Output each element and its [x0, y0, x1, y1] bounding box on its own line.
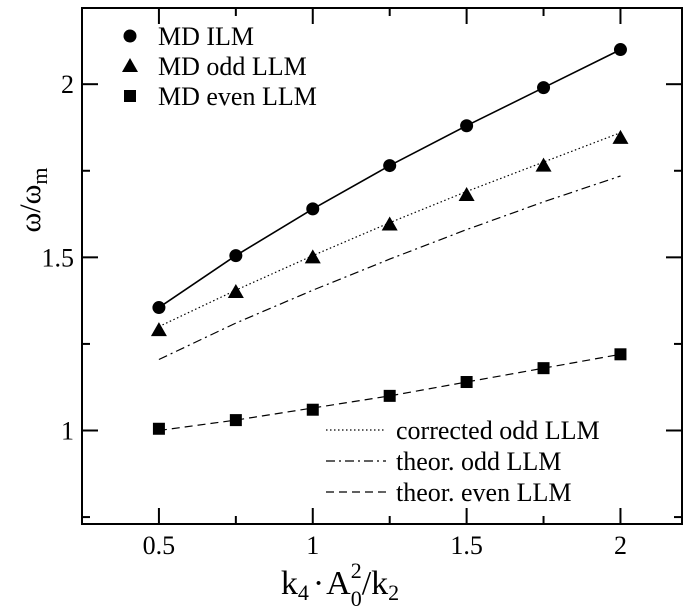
data-point-md-even-llm: [229, 414, 242, 427]
x-tick-label: 1.5: [450, 531, 483, 560]
data-point-md-even-llm: [614, 348, 627, 361]
legend-label: MD ILM: [158, 22, 254, 51]
y-axis-label: ω/ωm: [14, 168, 52, 233]
data-point-md-odd-llm: [381, 216, 398, 231]
legend-marker-1: [122, 58, 138, 72]
legend-marker-2: [124, 90, 136, 102]
data-point-md-even-llm: [537, 362, 550, 375]
y-tick-label: 1: [61, 416, 74, 445]
data-point-md-ilm: [460, 119, 474, 133]
data-point-md-even-llm: [152, 422, 165, 435]
data-point-md-ilm: [229, 249, 243, 263]
data-point-md-even-llm: [383, 389, 396, 402]
legend-label: MD even LLM: [158, 82, 317, 111]
data-point-md-odd-llm: [304, 249, 321, 264]
data-point-md-odd-llm: [535, 157, 552, 172]
x-tick-label: 2: [614, 531, 627, 560]
x-axis-label: k4 ·A2 0/k2: [281, 558, 399, 608]
x-tick-label: 0.5: [143, 531, 176, 560]
data-point-md-ilm: [613, 43, 627, 57]
legend-label: theor. odd LLM: [396, 447, 561, 476]
legend-label: MD odd LLM: [158, 52, 307, 81]
data-point-md-even-llm: [460, 376, 473, 389]
legend-marker-0: [123, 29, 137, 43]
y-tick-label: 2: [61, 70, 74, 99]
data-point-md-odd-llm: [150, 322, 167, 337]
legend-label: corrected odd LLM: [396, 416, 600, 445]
plot-frame: [81, 7, 683, 525]
x-tick-label: 1: [306, 531, 319, 560]
series-markers: [150, 43, 629, 435]
data-point-md-odd-llm: [612, 129, 629, 144]
data-point-md-odd-llm: [458, 187, 475, 202]
series-line-theor-odd-llm: [158, 175, 621, 361]
y-tick-label: 1.5: [42, 243, 75, 272]
data-point-md-ilm: [383, 159, 397, 173]
data-point-md-even-llm: [306, 403, 319, 416]
data-point-md-odd-llm: [227, 283, 244, 298]
legend-label: theor. even LLM: [396, 478, 571, 507]
data-point-md-ilm: [306, 202, 320, 216]
ticks: 0.5 1 1.5 2 1 1.5 2: [42, 8, 682, 560]
data-point-md-ilm: [152, 301, 166, 315]
data-point-md-ilm: [537, 81, 551, 95]
